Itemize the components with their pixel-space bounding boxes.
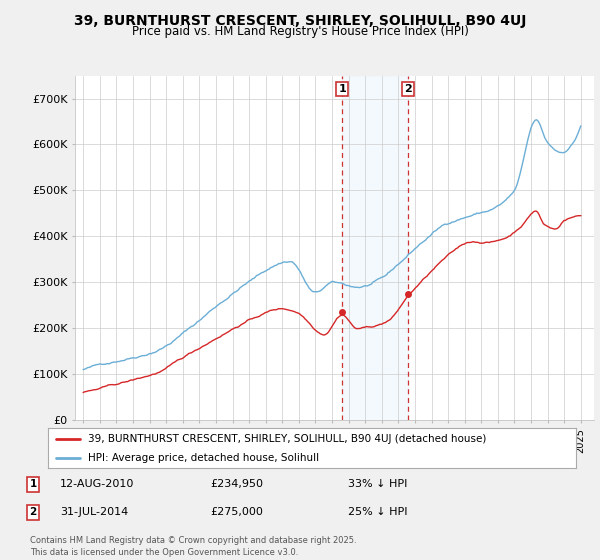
Text: Contains HM Land Registry data © Crown copyright and database right 2025.
This d: Contains HM Land Registry data © Crown c… — [30, 536, 356, 557]
Text: Price paid vs. HM Land Registry's House Price Index (HPI): Price paid vs. HM Land Registry's House … — [131, 25, 469, 38]
Bar — [342, 76, 408, 420]
Text: 33% ↓ HPI: 33% ↓ HPI — [348, 479, 407, 489]
Text: 25% ↓ HPI: 25% ↓ HPI — [348, 507, 407, 517]
Text: 12-AUG-2010: 12-AUG-2010 — [60, 479, 134, 489]
Text: 2: 2 — [404, 85, 412, 95]
Text: 31-JUL-2014: 31-JUL-2014 — [60, 507, 128, 517]
Text: 2: 2 — [29, 507, 37, 517]
Text: £234,950: £234,950 — [210, 479, 263, 489]
Text: 39, BURNTHURST CRESCENT, SHIRLEY, SOLIHULL, B90 4UJ (detached house): 39, BURNTHURST CRESCENT, SHIRLEY, SOLIHU… — [88, 435, 486, 445]
Text: 1: 1 — [29, 479, 37, 489]
Text: HPI: Average price, detached house, Solihull: HPI: Average price, detached house, Soli… — [88, 453, 319, 463]
Text: 1: 1 — [338, 85, 346, 95]
Text: £275,000: £275,000 — [210, 507, 263, 517]
Text: 39, BURNTHURST CRESCENT, SHIRLEY, SOLIHULL, B90 4UJ: 39, BURNTHURST CRESCENT, SHIRLEY, SOLIHU… — [74, 14, 526, 28]
